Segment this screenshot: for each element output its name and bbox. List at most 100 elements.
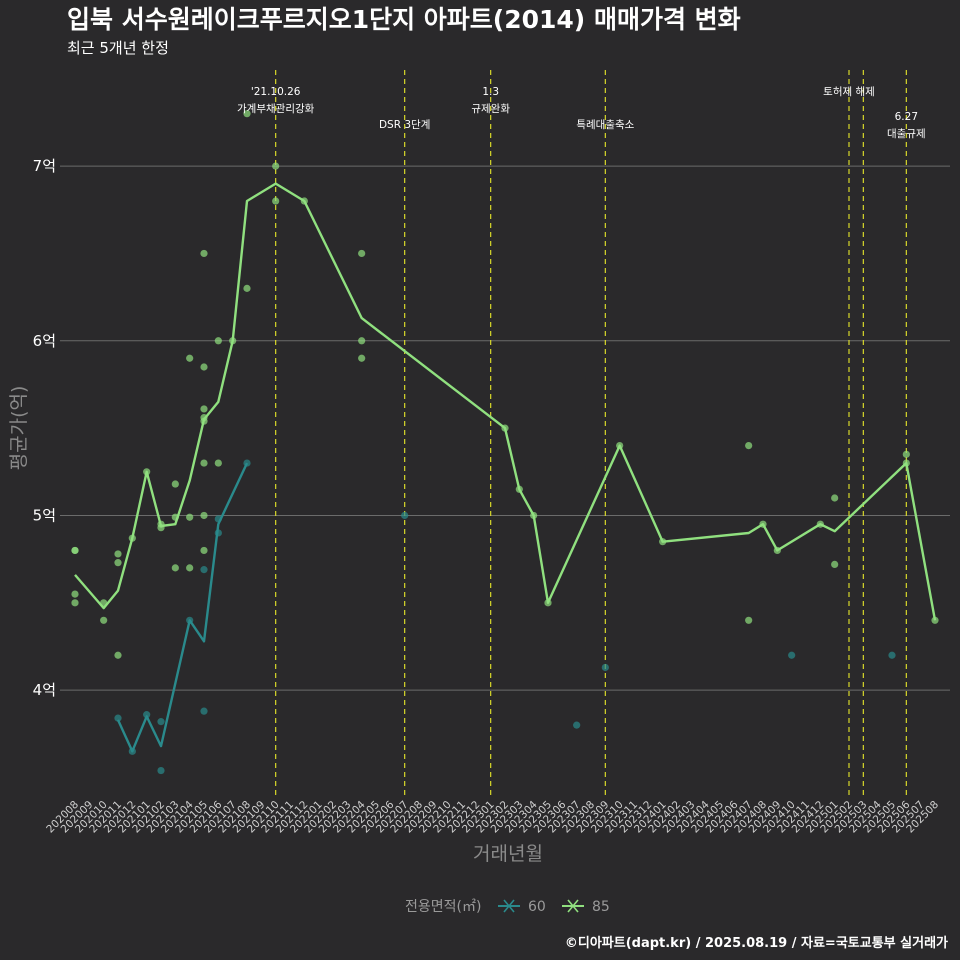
legend: 전용면적(㎡) 60 85 [405, 899, 610, 915]
legend-swatch-cross [503, 899, 515, 913]
y-axis-ticks: 4억 5억 6억 7억 [33, 157, 56, 699]
data-point-85 [200, 459, 208, 467]
data-point-85 [171, 564, 179, 572]
legend-title: 전용면적(㎡) [405, 899, 481, 915]
legend-label: 85 [592, 899, 610, 915]
data-point-60 [573, 721, 581, 729]
series-lines [74, 182, 937, 753]
y-tick-label: 4억 [33, 681, 56, 699]
data-point-85 [931, 616, 939, 624]
legend-item-85: 85 [562, 899, 610, 915]
data-point-85 [816, 520, 824, 528]
y-tick-label: 5억 [33, 506, 56, 524]
event-lines [275, 70, 907, 795]
data-point-60 [243, 459, 251, 467]
data-point-85 [114, 559, 122, 567]
data-point-60 [157, 766, 165, 775]
data-point-85 [114, 651, 122, 659]
data-point-85 [71, 590, 79, 598]
data-point-85 [831, 560, 839, 568]
y-tick-label: 6억 [33, 332, 56, 350]
event-label: 대출규제 [887, 128, 926, 140]
data-point-60 [200, 566, 208, 574]
data-point-60 [143, 711, 151, 719]
data-point-85 [128, 534, 136, 542]
series-line-85 [74, 182, 937, 621]
data-point-60 [114, 714, 122, 722]
chart-subtitle: 최근 5개년 한정 [67, 39, 169, 57]
data-point-85 [200, 363, 208, 371]
data-point-60 [214, 515, 222, 523]
data-point-85 [143, 468, 151, 476]
data-point-85 [272, 162, 280, 170]
data-point-85 [200, 405, 208, 413]
legend-label: 60 [528, 899, 546, 915]
data-point-85 [272, 197, 280, 205]
grid-lines [60, 165, 950, 691]
event-label: '21.10.26 [251, 86, 301, 98]
data-point-85 [200, 249, 208, 258]
x-axis-ticks: 2020082020092020102020112020122021012021… [44, 798, 941, 835]
event-label: 규제완화 [471, 102, 510, 115]
data-point-85 [745, 442, 753, 450]
data-point-85 [243, 284, 251, 292]
data-point-85 [831, 494, 839, 502]
data-point-85 [186, 513, 194, 521]
event-label: 가계부채관리강화 [237, 103, 315, 115]
event-label: 토허제 해제 [823, 85, 875, 98]
data-point-85 [358, 249, 366, 258]
data-point-85 [358, 354, 366, 362]
data-point-85 [200, 546, 208, 555]
series-line-60 [116, 462, 249, 753]
data-point-60 [128, 747, 136, 755]
data-point-60 [200, 707, 208, 715]
data-point-85 [157, 524, 165, 532]
data-point-85 [544, 599, 552, 607]
data-point-60 [157, 718, 165, 726]
data-point-85 [515, 485, 523, 493]
data-point-85 [214, 337, 222, 345]
data-point-85 [100, 599, 108, 607]
data-point-85 [530, 511, 538, 520]
data-point-85 [71, 599, 79, 607]
event-label: 특례대출축소 [576, 119, 634, 131]
data-point-60 [788, 651, 796, 659]
legend-swatch-cross [567, 899, 579, 913]
data-point-85 [243, 110, 251, 118]
data-point-85 [71, 546, 79, 555]
data-point-85 [358, 337, 366, 345]
data-point-60 [888, 651, 896, 659]
data-point-85 [773, 546, 781, 555]
data-point-85 [902, 459, 910, 467]
event-label: DSR 3단계 [379, 119, 430, 131]
data-point-85 [659, 538, 667, 546]
data-point-85 [114, 550, 122, 558]
source-caption: ©디아파트(dapt.kr) / 2025.08.19 / 자료=국토교통부 실… [565, 935, 948, 951]
event-label: 6.27 [895, 111, 918, 123]
data-point-60 [186, 616, 194, 624]
y-axis-title: 평균가(억) [8, 386, 30, 471]
data-point-85 [171, 480, 179, 488]
data-point-60 [401, 511, 409, 520]
data-point-85 [100, 616, 108, 624]
data-point-85 [616, 442, 624, 450]
data-point-85 [200, 511, 208, 520]
event-label: 1.3 [482, 86, 499, 98]
data-point-85 [501, 424, 509, 432]
data-point-60 [214, 529, 222, 537]
x-axis-title: 거래년월 [473, 843, 543, 865]
data-point-85 [902, 450, 910, 458]
data-point-85 [745, 616, 753, 624]
data-point-85 [214, 459, 222, 467]
data-points [71, 110, 939, 775]
data-point-85 [186, 564, 194, 572]
legend-item-60: 60 [498, 899, 546, 915]
data-point-85 [171, 513, 179, 521]
data-point-60 [601, 663, 609, 672]
y-tick-label: 7억 [33, 157, 56, 175]
data-point-85 [300, 197, 308, 205]
data-point-85 [759, 520, 767, 528]
data-point-85 [229, 337, 237, 345]
